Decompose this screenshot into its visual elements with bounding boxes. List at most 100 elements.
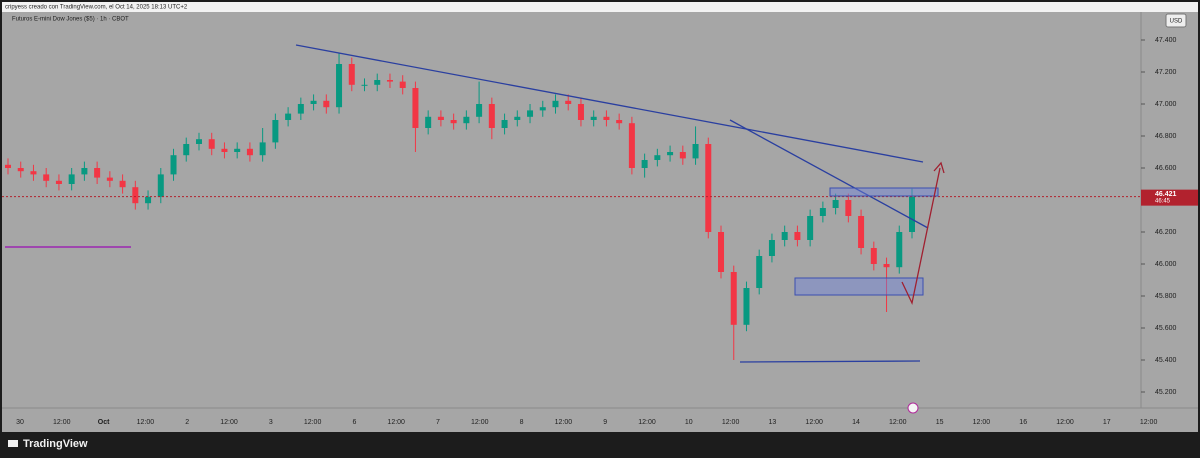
x-tick-label: 10 bbox=[685, 419, 693, 426]
candle-body bbox=[768, 240, 775, 256]
chart-pane bbox=[2, 2, 1198, 432]
candle-body bbox=[68, 174, 75, 184]
candle-body bbox=[285, 113, 292, 120]
x-tick-label: 12:00 bbox=[137, 419, 155, 426]
candle-body bbox=[412, 88, 419, 128]
candle-body bbox=[323, 100, 330, 108]
x-tick-label: 12:00 bbox=[805, 419, 823, 426]
candle-body bbox=[386, 80, 393, 82]
trend-line[interactable] bbox=[295, 44, 924, 163]
zone[interactable] bbox=[794, 277, 924, 296]
y-tick-label: 45.800 bbox=[1155, 293, 1177, 300]
x-tick-label: 12:00 bbox=[53, 419, 71, 426]
candle-body bbox=[259, 142, 266, 156]
x-tick-label: 2 bbox=[185, 419, 189, 426]
candle-body bbox=[896, 232, 903, 268]
candle-body bbox=[552, 100, 559, 108]
candle-body bbox=[183, 144, 190, 156]
arrow-head bbox=[933, 161, 945, 174]
plot: 47.400 47.200 47.000 46.800 46.600 46.200 46.0… bbox=[2, 37, 1198, 426]
x-tick-label: 6 bbox=[352, 419, 356, 426]
x-tick-label: 12:00 bbox=[722, 419, 740, 426]
candle-body bbox=[221, 148, 228, 152]
candle-body bbox=[616, 120, 623, 124]
candle-body bbox=[437, 116, 444, 120]
candle-body bbox=[361, 84, 368, 86]
last-price-tag bbox=[1141, 189, 1198, 206]
x-tick-label: 12:00 bbox=[973, 419, 991, 426]
candle-body bbox=[310, 100, 317, 104]
y-tick-label: 47.400 bbox=[1155, 37, 1177, 44]
candle-body bbox=[297, 104, 304, 114]
candle-body bbox=[106, 177, 113, 181]
candle-body bbox=[374, 80, 381, 85]
y-tick-label: 45.200 bbox=[1155, 389, 1177, 396]
candle-body bbox=[756, 256, 763, 288]
candle-body bbox=[119, 180, 126, 188]
candle-body bbox=[577, 104, 584, 120]
x-tick-label: 12:00 bbox=[471, 419, 489, 426]
x-tick-label: 12:00 bbox=[220, 419, 238, 426]
x-tick-label: 3 bbox=[269, 419, 273, 426]
countdown-label: 46:45 bbox=[1155, 199, 1171, 205]
x-tick-label: 12:00 bbox=[304, 419, 322, 426]
x-tick-label: 8 bbox=[520, 419, 524, 426]
candle-body bbox=[336, 64, 343, 108]
candle-body bbox=[603, 116, 610, 120]
event-icon[interactable] bbox=[907, 402, 919, 414]
candle-body bbox=[170, 155, 177, 175]
currency-label: USD bbox=[1170, 19, 1183, 25]
candle-body bbox=[539, 107, 546, 111]
x-tick-label: 30 bbox=[16, 419, 24, 426]
x-tick-label: 12:00 bbox=[387, 419, 405, 426]
symbol-text[interactable]: Futuros E-mini Dow Jones ($5) · 1h · CBO… bbox=[12, 17, 129, 23]
credit-bar bbox=[2, 2, 1198, 12]
candle-body bbox=[743, 288, 750, 325]
y-tick-label: 47.000 bbox=[1155, 101, 1177, 108]
candle-body bbox=[819, 208, 826, 216]
y-tick-label: 46.200 bbox=[1155, 229, 1177, 236]
candle-body bbox=[425, 116, 432, 128]
projection-arrow[interactable] bbox=[901, 167, 941, 306]
candle-body bbox=[628, 123, 635, 168]
y-tick-label: 46.600 bbox=[1155, 165, 1177, 172]
candle-body bbox=[43, 174, 50, 181]
candle-body bbox=[94, 168, 101, 178]
candle-body bbox=[450, 120, 457, 124]
candle-body bbox=[883, 264, 890, 268]
x-tick-label: 12:00 bbox=[1056, 419, 1074, 426]
candle-body bbox=[488, 104, 495, 128]
support-line[interactable] bbox=[739, 360, 921, 363]
candle-body bbox=[832, 200, 839, 208]
candle-body bbox=[641, 160, 648, 168]
candle-body bbox=[909, 196, 915, 232]
candle-body bbox=[145, 196, 152, 204]
candle-body bbox=[718, 232, 725, 272]
currency-button[interactable] bbox=[1165, 13, 1187, 28]
drawings bbox=[5, 44, 945, 414]
y-tick-label: 45.600 bbox=[1155, 325, 1177, 332]
candle-body bbox=[781, 232, 788, 240]
trend-line[interactable] bbox=[729, 119, 929, 229]
candle-body bbox=[514, 116, 521, 120]
y-tick-label: 46.800 bbox=[1155, 133, 1177, 140]
y-tick-label: 46.000 bbox=[1155, 261, 1177, 268]
candle-body bbox=[794, 232, 801, 240]
x-tick-label: 12:00 bbox=[555, 419, 573, 426]
candle-body bbox=[30, 171, 37, 175]
x-tick-label: 16 bbox=[1019, 419, 1027, 426]
candle-body bbox=[17, 168, 24, 172]
zone[interactable] bbox=[829, 187, 939, 197]
candle-body bbox=[348, 64, 355, 85]
candle-body bbox=[246, 148, 253, 156]
candle-body bbox=[692, 144, 699, 159]
x-tick-label: 9 bbox=[603, 419, 607, 426]
candle-body bbox=[870, 248, 877, 264]
candle-body bbox=[208, 139, 215, 149]
brand-name[interactable]: TradingView bbox=[23, 438, 88, 450]
x-tick-label: 12:00 bbox=[889, 419, 907, 426]
candle-body bbox=[501, 120, 508, 128]
candle-body bbox=[132, 187, 139, 204]
x-tick-label: 15 bbox=[936, 419, 944, 426]
